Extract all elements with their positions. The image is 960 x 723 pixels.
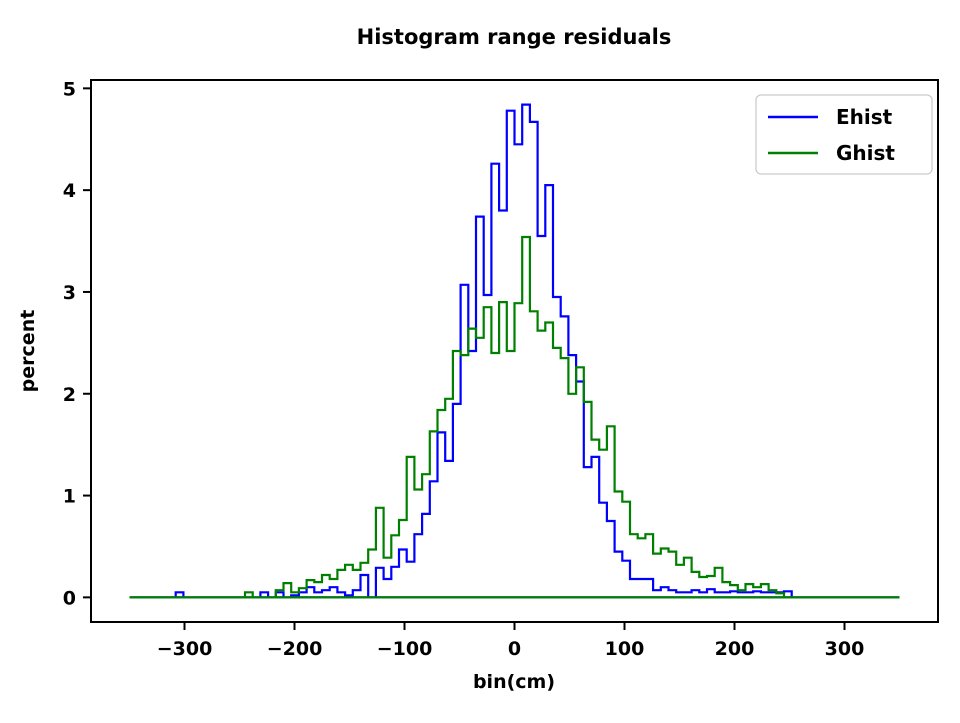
series-Ghist: [129, 235, 900, 599]
y-axis-label: percent: [17, 310, 39, 393]
y-tick-label: 4: [63, 180, 76, 202]
chart-title: Histogram range residuals: [357, 25, 672, 49]
x-tick-label: −300: [157, 638, 213, 660]
legend-label-Ehist: Ehist: [836, 105, 893, 129]
y-tick-label: 3: [63, 282, 76, 304]
y-tick-label: 0: [63, 587, 76, 609]
x-tick-label: 0: [508, 638, 521, 660]
x-tick-label: 100: [605, 638, 645, 660]
x-tick-label: 200: [715, 638, 755, 660]
y-tick-label: 5: [63, 78, 76, 100]
axes-box: [90, 79, 939, 623]
series-Ehist: [129, 103, 900, 599]
x-axis-label: bin(cm): [473, 671, 555, 693]
x-tick-label: −100: [377, 638, 433, 660]
x-tick-label: 300: [825, 638, 865, 660]
y-tick-label: 1: [63, 486, 76, 508]
x-tick-label: −200: [267, 638, 323, 660]
legend-label-Ghist: Ghist: [836, 141, 895, 165]
y-tick-label: 2: [63, 384, 76, 406]
